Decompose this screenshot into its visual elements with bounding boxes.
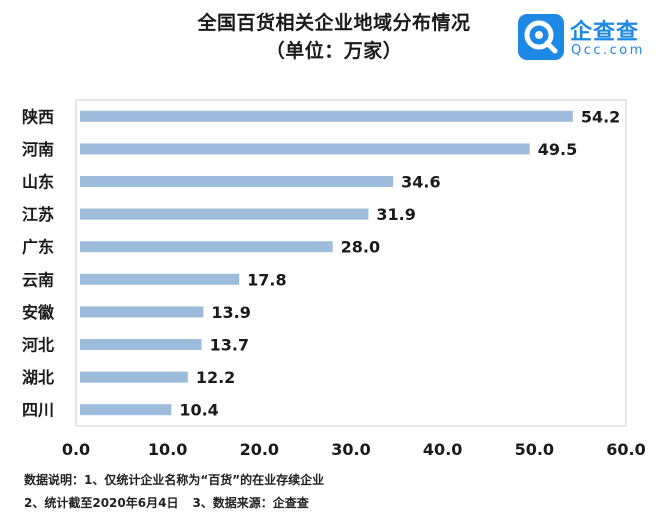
- logo-domain: Qcc.com: [571, 43, 645, 58]
- x-tick-label: 0.0: [62, 440, 90, 459]
- chart-subtitle: （单位：万家）: [265, 40, 403, 62]
- x-tick-label: 10.0: [148, 440, 187, 459]
- bar: [80, 176, 394, 187]
- category-label: 湖北: [22, 368, 54, 387]
- bar: [80, 110, 573, 122]
- category-label: 四川: [22, 401, 54, 420]
- data-label: 31.9: [376, 205, 415, 224]
- data-label: 49.5: [538, 140, 577, 159]
- bar: [80, 143, 530, 155]
- footnote-line-1: 数据说明：1、仅统计企业名称为“百货”的在业存续企业: [24, 473, 325, 487]
- x-tick-label: 50.0: [515, 440, 554, 459]
- x-tick-label: 60.0: [606, 440, 645, 459]
- bar: [80, 404, 172, 416]
- data-label: 34.6: [401, 173, 440, 192]
- data-label: 13.7: [210, 336, 249, 355]
- category-label: 广东: [22, 238, 54, 257]
- category-label: 安徽: [22, 303, 55, 322]
- data-label: 13.9: [211, 303, 250, 322]
- chart-title: 全国百货相关企业地域分布情况: [197, 12, 471, 34]
- bar: [80, 208, 369, 220]
- qcc-logo-icon: [518, 14, 564, 60]
- data-label: 28.0: [341, 238, 380, 257]
- bar-chart: 陕西 54.2 河南 49.5 山东 34.6 江苏 31.9 广东 28.0 云南 17.8 安徽 13…: [22, 99, 646, 459]
- category-label: 云南: [22, 270, 54, 289]
- footnote-date: 2、统计截至2020年6月4日: [24, 496, 179, 510]
- category-label: 山东: [22, 173, 54, 192]
- category-label: 陕西: [22, 107, 54, 126]
- data-label: 54.2: [581, 107, 620, 126]
- data-label: 12.2: [196, 368, 235, 387]
- qcc-logo: 企查查 Qcc.com: [518, 14, 658, 64]
- bar: [80, 241, 333, 253]
- footnote-source: 3、数据来源：企查查: [192, 496, 309, 510]
- category-label: 河南: [22, 140, 54, 159]
- bar: [80, 339, 202, 350]
- data-label: 10.4: [179, 401, 218, 420]
- data-label: 17.8: [247, 270, 286, 289]
- plot-frame: [75, 99, 627, 427]
- x-tick-label: 20.0: [240, 440, 279, 459]
- bar: [80, 306, 204, 318]
- x-tick-label: 30.0: [331, 440, 370, 459]
- bar: [80, 371, 188, 383]
- category-label: 河北: [22, 336, 54, 355]
- footnote-line-2: 2、统计截至2020年6月4日 3、数据来源：企查查: [24, 494, 323, 511]
- x-tick-label: 40.0: [423, 440, 462, 459]
- category-label: 江苏: [22, 205, 54, 224]
- bar: [80, 273, 240, 285]
- logo-name: 企查查: [570, 20, 640, 45]
